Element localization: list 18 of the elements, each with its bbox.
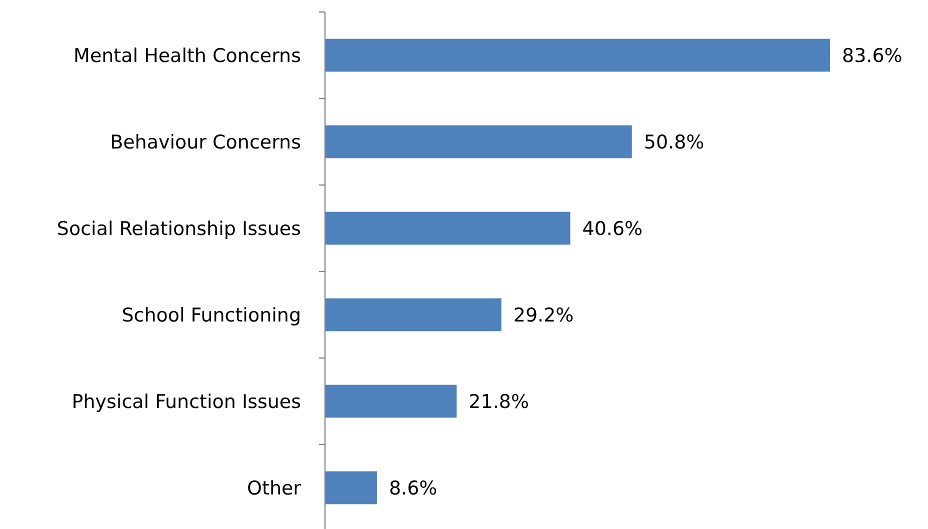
y-tick-label: Mental Health Concerns	[74, 44, 301, 67]
y-tick-label: School Functioning	[122, 304, 301, 326]
data-label: 21.8%	[468, 390, 530, 413]
data-label: 40.6%	[582, 218, 643, 240]
bar	[325, 125, 632, 158]
data-label: 50.8%	[644, 131, 704, 154]
bar	[325, 212, 570, 245]
bar	[325, 471, 377, 504]
y-tick-label: Social Relationship Issues	[56, 218, 301, 240]
bar	[325, 298, 502, 332]
y-tick-label: Physical Function Issues	[72, 390, 301, 413]
bar	[325, 38, 830, 72]
bar	[325, 384, 457, 418]
data-label: 29.2%	[513, 304, 574, 326]
y-tick-label: Other	[247, 477, 302, 500]
data-label: 83.6%	[842, 44, 902, 67]
y-tick-label: Behaviour Concerns	[110, 131, 301, 154]
data-label: 8.6%	[388, 477, 438, 500]
